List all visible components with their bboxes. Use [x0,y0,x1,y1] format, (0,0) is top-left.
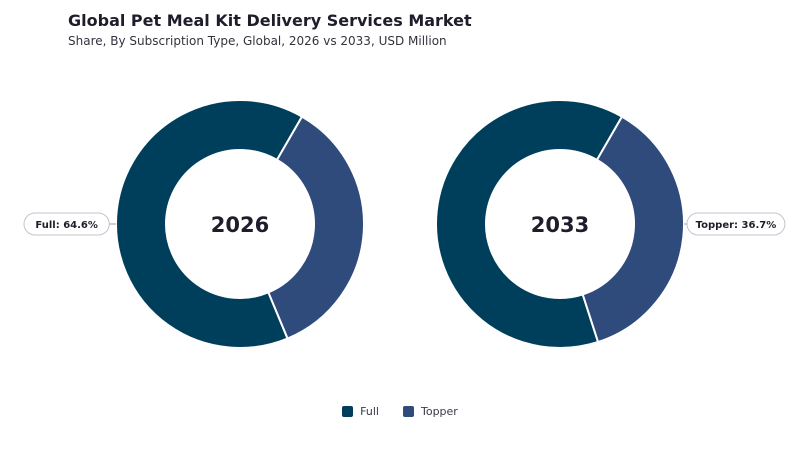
legend-label-topper: Topper [420,405,458,418]
callout-box-2026 [23,212,110,236]
legend-label-full: Full [360,405,379,418]
legend-item-full[interactable]: Full [342,405,379,418]
slice-2026-topper [267,115,365,340]
slice-2026-full [115,99,304,349]
slice-2033-full [435,99,624,349]
callout-label-2033: Topper: 36.7% [696,220,777,231]
callout-box-2033 [686,212,786,236]
legend-swatch-topper [402,406,414,417]
center-label-2033: 2033 [531,213,589,237]
callout-label-2026: Full: 64.6% [35,220,97,231]
legend: Full Topper [0,405,800,418]
chart-title: Global Pet Meal Kit Delivery Services Ma… [68,11,472,30]
legend-item-topper[interactable]: Topper [402,405,458,418]
legend-swatch-full [342,406,354,417]
chart-subtitle: Share, By Subscription Type, Global, 202… [68,34,447,48]
center-label-2026: 2026 [211,213,269,237]
slice-2033-topper [581,115,685,344]
